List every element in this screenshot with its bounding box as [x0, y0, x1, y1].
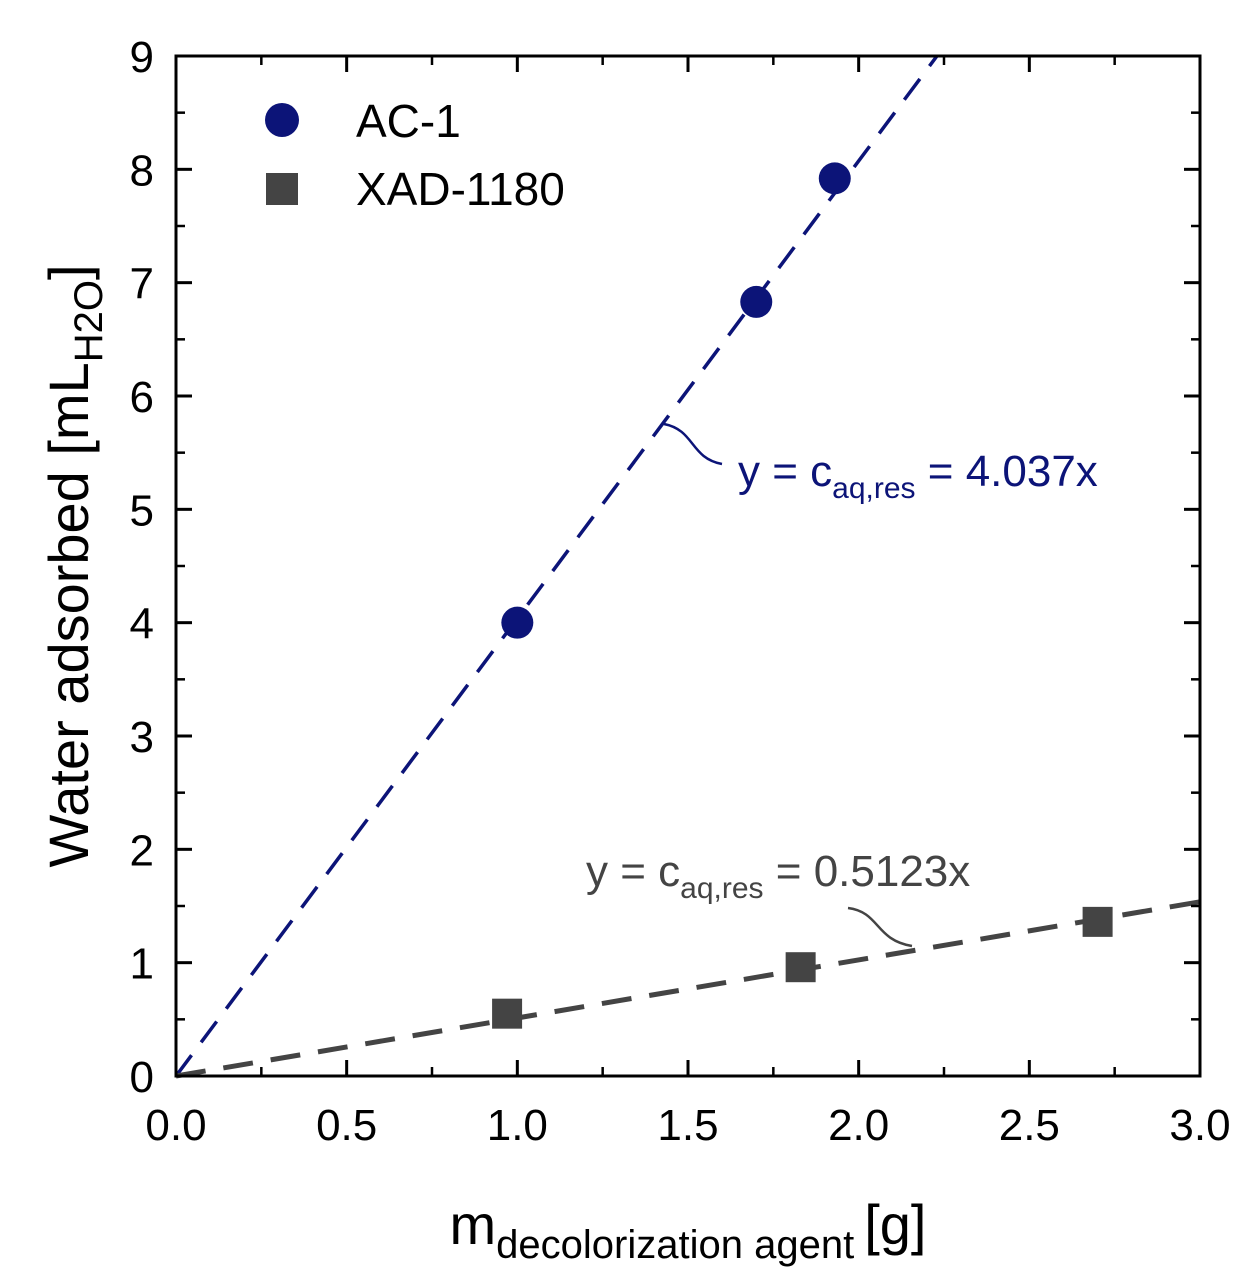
legend-marker-xad1180: [266, 173, 298, 205]
fit-annotation-ac1: y = caq,res = 4.037x: [663, 422, 1098, 505]
x-tick-label: 0.5: [316, 1101, 377, 1150]
x-tick-label: 2.5: [999, 1101, 1060, 1150]
legend-label-ac1: AC-1: [356, 95, 461, 147]
data-point-xad1180: [1082, 906, 1113, 937]
x-axis-label-sub: decolorization agent: [496, 1223, 854, 1267]
y-tick-label: 1: [130, 940, 154, 989]
y-tick-label: 7: [130, 260, 154, 309]
x-axis-label: mdecolorization agent [g]: [450, 1193, 927, 1267]
fit-annotation-xad1180: y = caq,res = 0.5123x: [586, 847, 970, 948]
x-tick-label: 1.5: [657, 1101, 718, 1150]
axis-ticks: [174, 54, 1202, 1078]
y-axis-label-close: ]: [37, 264, 100, 280]
y-axis-label-main: Water adsorbed [mL: [37, 362, 100, 867]
axis-tick-labels: 0.0 0.5 1.0 1.5 2.0 2.5 3.0 0 1 2 3 4 5 6 7 8 9: [130, 33, 1231, 1150]
fit-line-xad1180: [175, 899, 1201, 1079]
fit-line-ac1: [174, 54, 939, 1078]
legend: AC-1 XAD-1180: [265, 95, 565, 215]
fit-label-ac1-suffix: = 4.037x: [916, 447, 1098, 496]
data-point-xad1180: [492, 998, 523, 1029]
data-point-ac1: [501, 606, 534, 639]
fit-label-xad1180-prefix: y = c: [586, 847, 680, 896]
y-tick-label: 4: [130, 600, 154, 649]
data-point-ac1: [818, 162, 851, 195]
data-points: [492, 162, 1113, 1029]
x-tick-label: 1.0: [487, 1101, 548, 1150]
y-axis-label: Water adsorbed [mLH2O]: [37, 264, 111, 867]
y-tick-label: 9: [130, 33, 154, 82]
x-axis-label-unit: [g]: [864, 1193, 926, 1256]
fit-label-xad1180-suffix: = 0.5123x: [764, 847, 971, 896]
legend-label-xad1180: XAD-1180: [356, 163, 565, 215]
fit-lines: [174, 54, 1201, 1079]
y-tick-label: 3: [130, 713, 154, 762]
fit-label-xad1180: y = caq,res = 0.5123x: [586, 847, 970, 905]
y-axis-label-sub: H2O: [67, 280, 111, 362]
fit-label-ac1: y = caq,res = 4.037x: [738, 447, 1098, 505]
x-tick-label: 0.0: [145, 1101, 206, 1150]
y-tick-label: 0: [130, 1053, 154, 1102]
fit-label-ac1-sub: aq,res: [832, 472, 915, 505]
y-tick-label: 8: [130, 146, 154, 195]
x-tick-label: 2.0: [828, 1101, 889, 1150]
data-point-ac1: [740, 285, 773, 318]
y-tick-label: 5: [130, 486, 154, 535]
fit-label-ac1-prefix: y = c: [738, 447, 832, 496]
y-tick-label: 2: [130, 826, 154, 875]
y-tick-label: 6: [130, 373, 154, 422]
annotation-leader-xad1180: [847, 906, 913, 948]
data-point-xad1180: [785, 952, 816, 983]
annotation-leader-ac1: [663, 422, 723, 466]
x-tick-label: 3.0: [1169, 1101, 1230, 1150]
x-axis-label-main: m: [450, 1193, 497, 1256]
legend-marker-ac1: [265, 103, 299, 137]
fit-label-xad1180-sub: aq,res: [680, 872, 763, 905]
